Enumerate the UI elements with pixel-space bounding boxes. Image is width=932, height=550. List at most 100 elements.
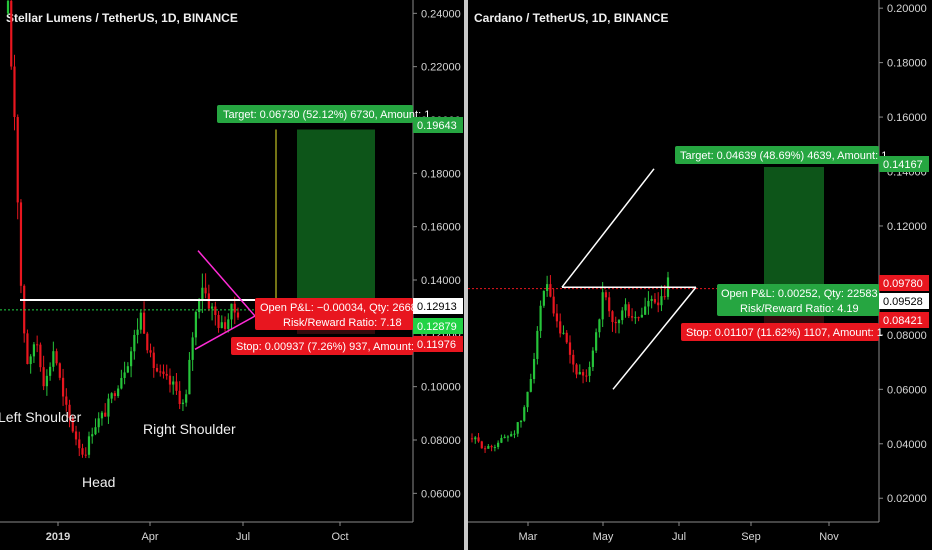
chart-title: Cardano / TetherUS, 1D, BINANCE xyxy=(474,11,668,25)
candle-body xyxy=(604,292,608,298)
candle-body xyxy=(78,439,81,449)
candle-body xyxy=(68,404,71,419)
candle-body xyxy=(175,381,178,391)
channel-upper-line xyxy=(561,168,655,288)
target-zone xyxy=(297,129,375,310)
candle-body xyxy=(104,412,107,417)
price-axis-label: 0.24000 xyxy=(421,8,461,20)
candle-body xyxy=(529,379,532,392)
time-axis-label: Jul xyxy=(236,531,250,543)
price-axis-label: 0.22000 xyxy=(421,62,461,74)
candle-body xyxy=(510,434,513,437)
candle-body xyxy=(644,306,647,315)
price-tag-bg xyxy=(879,293,929,309)
price-axis-label: 0.10000 xyxy=(421,382,461,394)
price-tag-label: 0.09528 xyxy=(883,296,923,308)
price-tag-bg xyxy=(413,336,463,352)
candle-body xyxy=(49,366,52,376)
candle-body xyxy=(519,420,523,423)
candle-body xyxy=(61,377,65,397)
price-axis-label: 0.20000 xyxy=(887,3,927,15)
candle-body xyxy=(640,314,643,318)
pnl-label-bg xyxy=(717,284,879,316)
target-label: Target: 0.04639 (48.69%) 4639, Amount: 1 xyxy=(680,150,887,162)
candle-body xyxy=(97,418,100,428)
price-tag-label: 0.11976 xyxy=(417,339,456,351)
candle-body xyxy=(201,287,204,301)
channel-lower-line xyxy=(612,286,697,390)
candle-body xyxy=(532,358,536,380)
candle-body xyxy=(490,446,493,448)
price-axis-label: 0.06000 xyxy=(421,488,461,500)
candle-body xyxy=(497,442,500,448)
candle-body xyxy=(29,356,32,365)
price-tag-label: 0.14167 xyxy=(883,159,923,171)
target-label-bg xyxy=(675,146,879,164)
price-tag-label: 0.12879 xyxy=(417,321,457,333)
xlm-chart-panel[interactable]: 0.240000.220000.200000.180000.160000.140… xyxy=(0,0,464,550)
candle-body xyxy=(74,431,78,440)
candle-body xyxy=(565,332,568,343)
candle-body xyxy=(165,373,168,376)
pnl-label: Open P&L: −0.00034, Qty: 26686 xyxy=(260,302,423,314)
candle-body xyxy=(94,427,97,435)
ada-chart-panel[interactable]: 0.200000.180000.160000.140000.120000.100… xyxy=(468,0,932,550)
time-axis-label: Nov xyxy=(819,531,839,543)
candle-body xyxy=(483,448,487,450)
price-tag-bg xyxy=(879,312,929,328)
price-axis-label: 0.18000 xyxy=(887,58,927,70)
price-tag-label: 0.09780 xyxy=(883,278,923,290)
candle-body xyxy=(549,284,552,297)
price-tag-bg xyxy=(413,117,463,133)
candle-body xyxy=(81,448,84,455)
candle-body xyxy=(142,312,146,334)
candle-body xyxy=(660,296,663,306)
candle-body xyxy=(663,296,666,298)
time-axis-label: 2019 xyxy=(46,531,70,543)
ada-chart[interactable]: 0.200000.180000.160000.140000.120000.100… xyxy=(468,0,932,550)
target-zone xyxy=(764,166,824,294)
panel-divider[interactable] xyxy=(464,0,468,550)
candle-body xyxy=(227,319,230,329)
price-axis-label: 0.04000 xyxy=(887,439,927,451)
candle-body xyxy=(133,334,136,352)
candle-body xyxy=(598,319,601,333)
candle-body xyxy=(552,296,555,314)
candle-body xyxy=(585,375,588,377)
candle-body xyxy=(630,316,634,318)
price-axis-label: 0.06000 xyxy=(887,384,927,396)
candle-body xyxy=(10,0,13,67)
pnl-label: Open P&L: 0.00252, Qty: 22583 xyxy=(721,288,878,300)
xlm-chart[interactable]: 0.240000.220000.200000.180000.160000.140… xyxy=(0,0,464,550)
candle-body xyxy=(591,350,594,367)
candles xyxy=(470,271,670,453)
candle-body xyxy=(637,317,640,319)
candle-body xyxy=(572,354,575,365)
candle-body xyxy=(117,388,120,397)
candle-body xyxy=(71,418,74,432)
candle-body xyxy=(236,312,240,318)
candle-body xyxy=(233,303,236,313)
candle-body xyxy=(129,351,133,367)
candle-body xyxy=(139,312,142,330)
candle-body xyxy=(185,394,188,403)
price-tag-bg xyxy=(413,298,463,314)
candle-body xyxy=(113,393,117,397)
candle-body xyxy=(159,371,162,373)
candle-body xyxy=(123,372,126,378)
candle-body xyxy=(178,390,181,405)
candle-body xyxy=(493,447,496,449)
candle-body xyxy=(42,367,45,387)
candle-body xyxy=(146,333,149,351)
candle-body xyxy=(474,437,477,440)
candle-body xyxy=(52,351,55,367)
candle-body xyxy=(36,344,39,346)
stop-label: Stop: 0.00937 (7.26%) 937, Amount: 1 xyxy=(236,341,423,353)
candle-body xyxy=(13,66,16,118)
candle-body xyxy=(217,314,220,328)
candle-body xyxy=(526,391,529,408)
candle-body xyxy=(198,300,201,313)
candle-body xyxy=(555,313,559,322)
price-tag-bg xyxy=(879,275,929,291)
candle-body xyxy=(191,337,194,360)
